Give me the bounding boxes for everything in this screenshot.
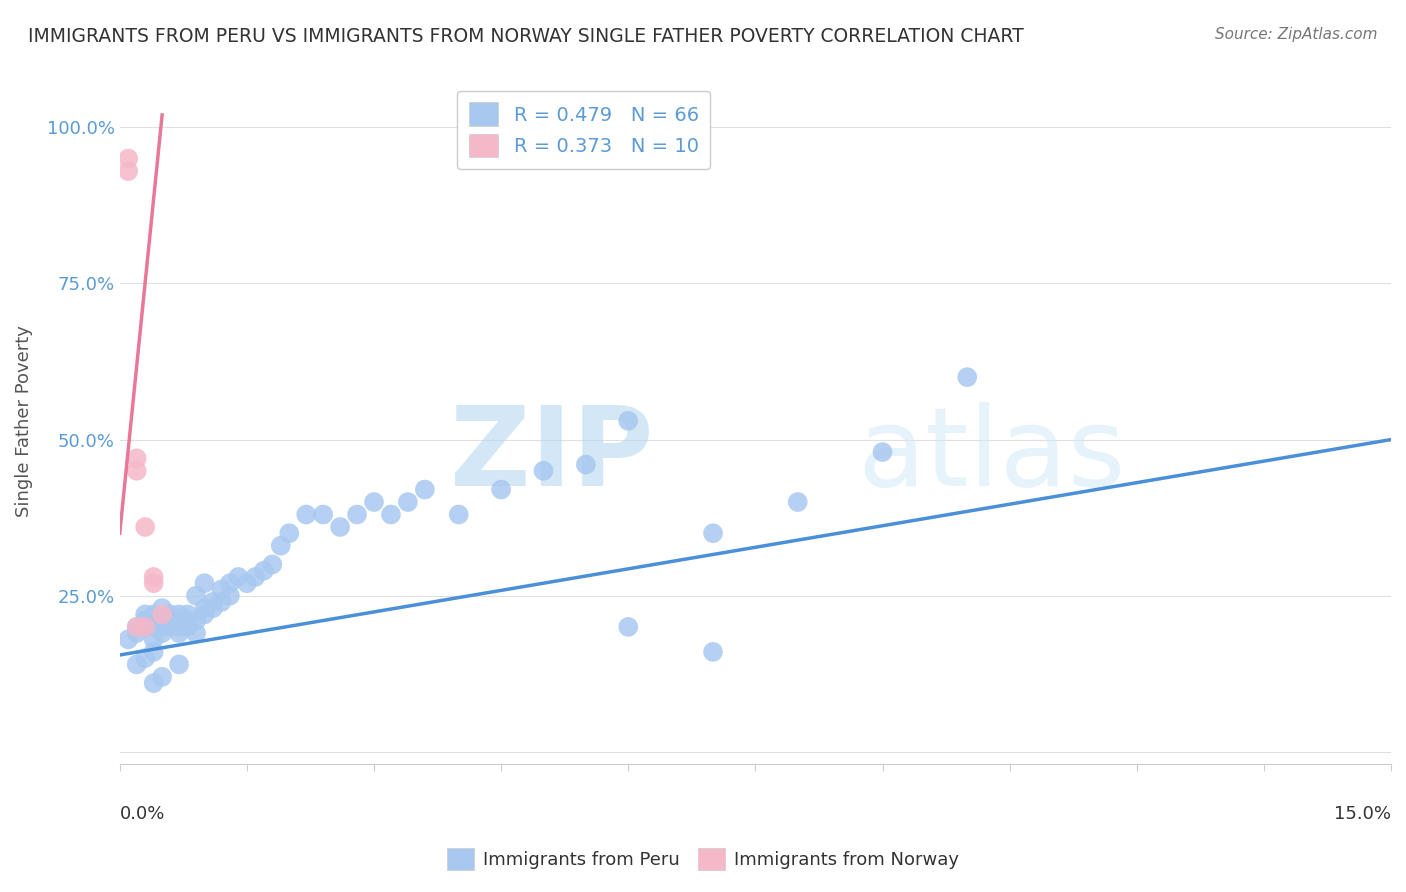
Point [117, 164, 139, 178]
Text: Source: ZipAtlas.com: Source: ZipAtlas.com [1215, 27, 1378, 42]
Point [413, 483, 436, 497]
Point [702, 645, 724, 659]
Point [184, 589, 207, 603]
Point [617, 620, 640, 634]
Point [228, 570, 250, 584]
Point [125, 626, 148, 640]
Point [125, 620, 148, 634]
Point [702, 526, 724, 541]
Text: IMMIGRANTS FROM PERU VS IMMIGRANTS FROM NORWAY SINGLE FATHER POVERTY CORRELATION: IMMIGRANTS FROM PERU VS IMMIGRANTS FROM … [28, 27, 1024, 45]
Point [278, 526, 301, 541]
Point [159, 614, 181, 628]
Point [380, 508, 402, 522]
Point [489, 483, 512, 497]
Text: ZIP: ZIP [450, 401, 654, 508]
Point [872, 445, 894, 459]
Point [312, 508, 335, 522]
Point [125, 464, 148, 478]
Point [193, 601, 215, 615]
Point [150, 620, 173, 634]
Point [134, 520, 156, 534]
Point [142, 645, 165, 659]
Point [142, 570, 165, 584]
Point [253, 564, 276, 578]
Point [150, 614, 173, 628]
Point [193, 607, 215, 622]
Point [134, 651, 156, 665]
Point [150, 607, 173, 622]
Point [159, 620, 181, 634]
Point [150, 626, 173, 640]
Point [575, 458, 598, 472]
Legend: Immigrants from Peru, Immigrants from Norway: Immigrants from Peru, Immigrants from No… [440, 841, 966, 878]
Point [167, 607, 190, 622]
Point [219, 576, 242, 591]
Point [134, 620, 156, 634]
Point [211, 595, 233, 609]
Point [245, 570, 267, 584]
Point [236, 576, 259, 591]
Point [211, 582, 233, 597]
Point [346, 508, 368, 522]
Point [150, 670, 173, 684]
Point [447, 508, 470, 522]
Point [125, 657, 148, 672]
Point [270, 539, 292, 553]
Point [150, 601, 173, 615]
Point [184, 626, 207, 640]
Point [201, 595, 224, 609]
Point [117, 632, 139, 647]
Point [142, 607, 165, 622]
Point [533, 464, 555, 478]
Text: atlas: atlas [858, 401, 1126, 508]
Point [134, 614, 156, 628]
Point [142, 576, 165, 591]
Point [262, 558, 284, 572]
Point [167, 657, 190, 672]
Point [159, 607, 181, 622]
Point [167, 620, 190, 634]
Point [125, 620, 148, 634]
Point [363, 495, 385, 509]
Point [176, 614, 198, 628]
Point [117, 152, 139, 166]
Point [956, 370, 979, 384]
Text: 15.0%: 15.0% [1334, 805, 1391, 823]
Text: 0.0%: 0.0% [120, 805, 165, 823]
Point [142, 676, 165, 690]
Point [167, 626, 190, 640]
Point [184, 614, 207, 628]
Point [142, 632, 165, 647]
Point [786, 495, 808, 509]
Point [134, 607, 156, 622]
Point [176, 620, 198, 634]
Point [176, 607, 198, 622]
Point [329, 520, 352, 534]
Point [219, 589, 242, 603]
Y-axis label: Single Father Poverty: Single Father Poverty [15, 325, 32, 516]
Point [193, 576, 215, 591]
Legend: R = 0.479   N = 66, R = 0.373   N = 10: R = 0.479 N = 66, R = 0.373 N = 10 [457, 91, 710, 169]
Point [134, 620, 156, 634]
Point [142, 620, 165, 634]
Point [125, 451, 148, 466]
Point [617, 414, 640, 428]
Point [295, 508, 318, 522]
Point [201, 601, 224, 615]
Point [396, 495, 419, 509]
